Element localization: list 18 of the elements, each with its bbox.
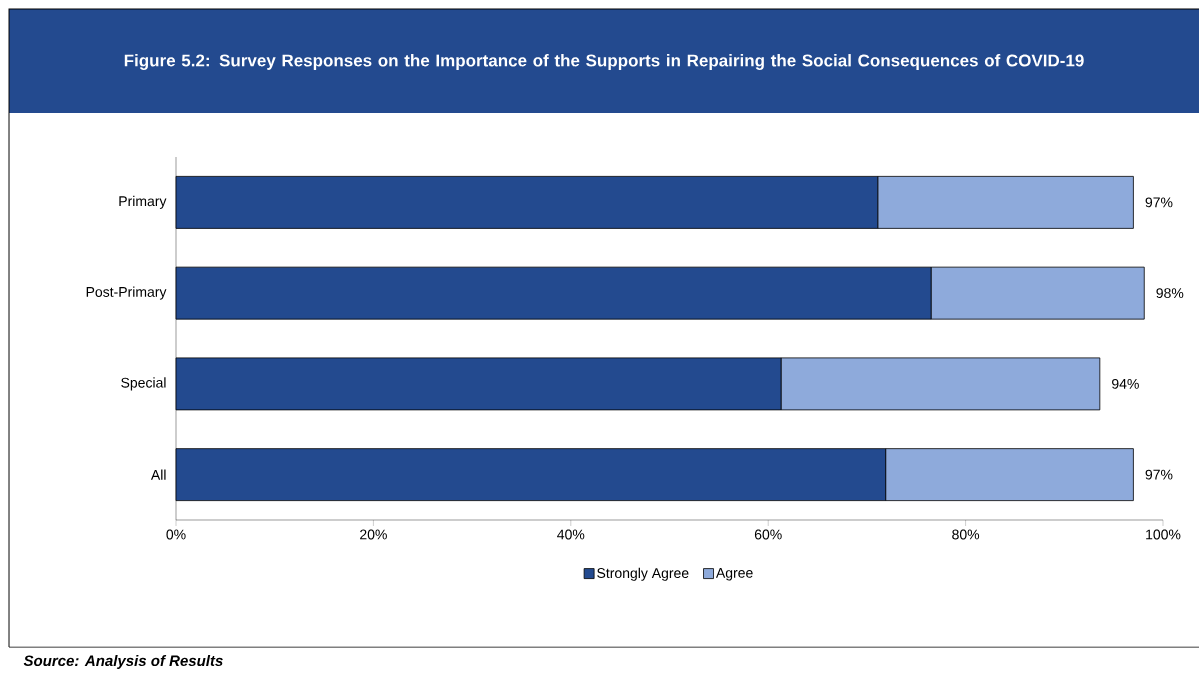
total-label: 97% xyxy=(1145,197,1173,208)
x-tick-label: 40% xyxy=(557,529,585,540)
x-tick-label: 20% xyxy=(360,529,387,540)
x-tick-label: 80% xyxy=(952,529,980,540)
total-label: 94% xyxy=(1112,378,1139,389)
x-tick-label: 0% xyxy=(166,529,186,540)
legend-label: Strongly Agree xyxy=(597,567,689,581)
total-label: 97% xyxy=(1145,469,1173,480)
y-tick-label: Post-Primary xyxy=(86,286,167,300)
y-tick-label: Primary xyxy=(119,195,167,209)
total-label: 98% xyxy=(1156,288,1184,299)
legend-label: Agree xyxy=(715,568,753,581)
chart-title: Figure 5.2: Survey Responses on the Importance of the Supports in Repairing the Social Consequences of COVID-19 xyxy=(124,54,1084,70)
x-tick-label: 60% xyxy=(754,529,782,540)
y-tick-label: All xyxy=(150,469,166,480)
x-tick-label: 100% xyxy=(1146,529,1181,540)
source-note: Source: Analysis of Results xyxy=(23,655,223,669)
y-tick-label: Special xyxy=(121,377,166,391)
